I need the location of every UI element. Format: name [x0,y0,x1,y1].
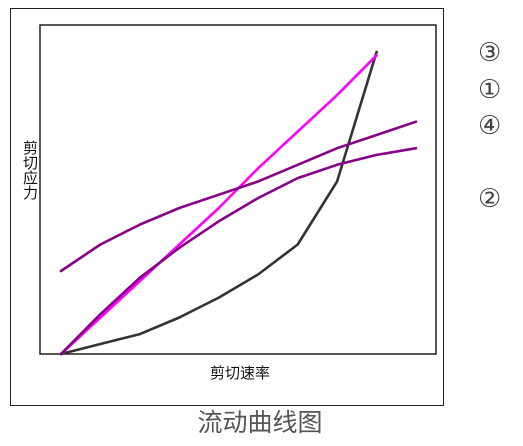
series-marker-2: ② [478,184,502,214]
series-marker-4: ④ [478,111,502,141]
series-line-4 [59,146,418,356]
series-line-3 [59,120,418,273]
series-marker-3: ③ [478,38,502,68]
series-line-2 [59,53,378,356]
plot-area [39,24,437,355]
figure-frame [10,8,444,406]
series-line-1 [59,50,378,356]
series-marker-1: ① [478,75,502,105]
x-axis-label: 剪切速率 [209,364,270,382]
y-axis-label: 剪切应力 [21,140,39,200]
figure-caption: 流动曲线图 [197,408,323,437]
